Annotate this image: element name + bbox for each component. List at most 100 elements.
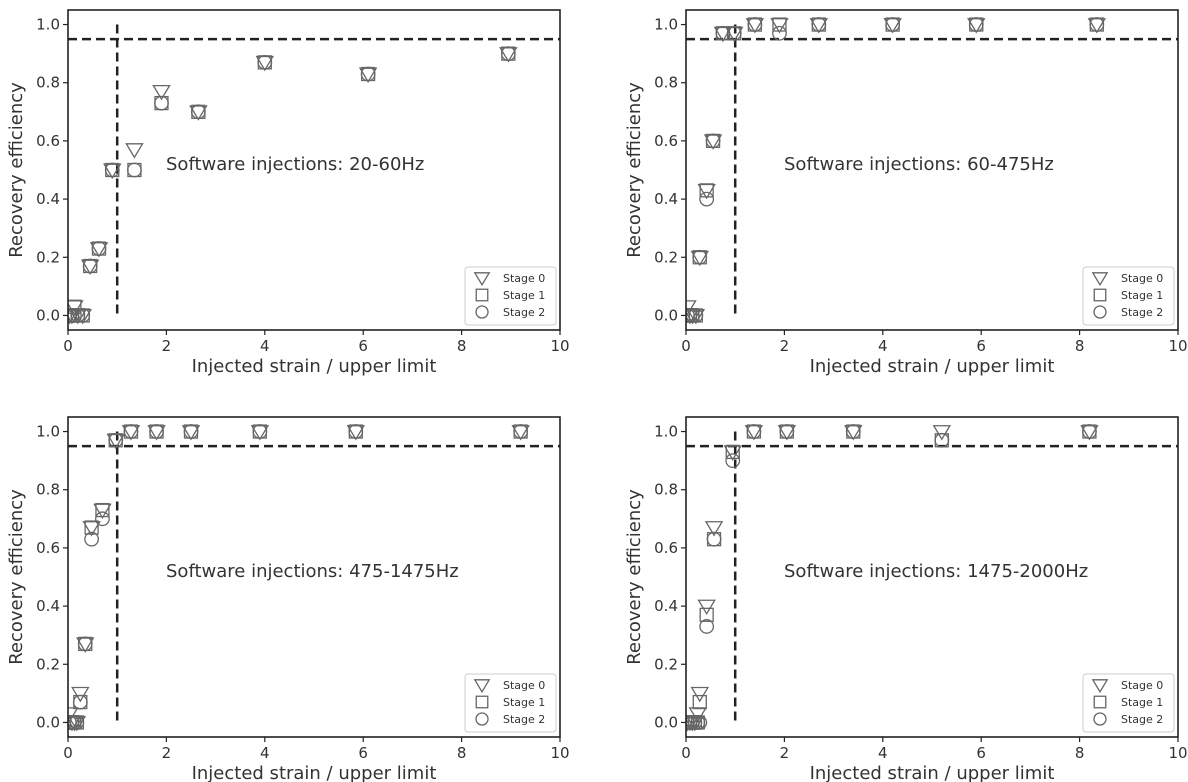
y-tick-label: 0.6	[654, 132, 678, 150]
data-point-circle	[68, 308, 82, 323]
legend-marker-triangle-down	[473, 272, 491, 287]
chart-panel-4: 0 2 4 6 8 10 0.0 0.2 0.4 0.6 0.8 1.0 Injected strain…	[624, 416, 1188, 782]
y-axis-label: Recovery efficiency	[6, 82, 27, 258]
y-tick-label: 0.2	[36, 655, 60, 673]
data-point-square	[699, 607, 714, 622]
legend-entry-label: Stage 1	[1121, 696, 1163, 709]
legend-marker-square	[475, 288, 489, 302]
y-tick-label: 0.0	[36, 713, 60, 731]
legend-entry-label: Stage 1	[1121, 289, 1163, 302]
data-point-circle	[77, 636, 93, 652]
y-tick-label: 0.2	[36, 248, 60, 266]
data-point-circle	[746, 424, 762, 439]
legend-marker-triangle-down	[1091, 679, 1109, 694]
data-point-circle	[1082, 424, 1097, 439]
data-markers	[68, 424, 530, 732]
data-markers	[686, 424, 1099, 732]
x-tick-label: 2	[780, 744, 790, 762]
chart-panel-3: 0 2 4 6 8 10 0.0 0.2 0.4 0.6 0.8 1.0 Injected strain…	[6, 416, 570, 782]
data-point-circle	[747, 17, 763, 32]
y-tick-label: 0.4	[654, 190, 678, 208]
legend-entry-label: Stage 2	[1121, 306, 1163, 319]
data-point-circle	[705, 133, 721, 149]
x-tick-label: 4	[260, 337, 270, 355]
y-tick-label: 0.0	[36, 306, 60, 324]
y-tick-label: 0.6	[36, 132, 60, 150]
x-tick-label: 10	[1168, 337, 1187, 355]
legend-marker-triangle-down	[1091, 272, 1109, 287]
chart-annotation: Software injections: 20-60Hz	[166, 154, 424, 175]
data-point-triangle-down	[68, 707, 79, 723]
x-tick-label: 6	[358, 337, 368, 355]
data-point-circle	[779, 424, 795, 439]
legend: Stage 0 Stage 1 Stage 2	[1082, 266, 1175, 326]
data-point-circle	[69, 715, 85, 730]
data-point-circle	[360, 66, 376, 82]
data-markers	[686, 17, 1107, 325]
data-point-square	[725, 444, 740, 460]
data-point-square	[692, 694, 707, 710]
x-axis-label: Injected strain / upper limit	[810, 763, 1055, 782]
chart-annotation: Software injections: 475-1475Hz	[166, 561, 459, 582]
chart-annotation: Software injections: 1475-2000Hz	[784, 561, 1088, 582]
data-point-circle	[84, 531, 100, 547]
legend-entry-label: Stage 0	[1121, 679, 1163, 692]
y-tick-label: 0.4	[36, 597, 60, 615]
data-point-circle	[811, 17, 827, 32]
y-axis-label: Recovery efficiency	[6, 489, 27, 665]
legend-entry-label: Stage 0	[503, 272, 545, 285]
data-point-circle	[348, 424, 364, 439]
x-tick-label: 8	[457, 744, 467, 762]
y-tick-label: 0.8	[36, 481, 60, 499]
y-tick-label: 0.2	[654, 655, 678, 673]
y-tick-label: 0.8	[36, 74, 60, 92]
legend-entry-label: Stage 0	[1121, 272, 1163, 285]
y-axis-label: Recovery efficiency	[624, 82, 645, 258]
legend-marker-circle	[475, 305, 489, 319]
x-tick-label: 10	[550, 744, 569, 762]
x-tick-label: 0	[63, 337, 73, 355]
data-point-triangle-down	[688, 707, 708, 723]
x-tick-label: 8	[1075, 337, 1085, 355]
y-tick-label: 0.4	[654, 597, 678, 615]
x-tick-label: 2	[780, 337, 790, 355]
x-axis-label: Injected strain / upper limit	[192, 763, 437, 782]
data-point-circle	[513, 424, 529, 439]
data-point-circle	[692, 715, 708, 730]
legend-marker-circle	[1093, 305, 1107, 319]
data-point-circle	[885, 17, 901, 32]
data-point-circle	[257, 54, 273, 70]
legend-marker-square	[475, 695, 489, 709]
x-tick-label: 6	[976, 744, 986, 762]
x-tick-label: 2	[162, 337, 172, 355]
data-point-circle	[845, 424, 861, 439]
x-tick-label: 2	[162, 744, 172, 762]
x-tick-label: 4	[878, 337, 888, 355]
legend: Stage 0 Stage 1 Stage 2	[464, 673, 557, 733]
data-point-circle	[699, 619, 715, 634]
data-point-triangle-down	[690, 686, 710, 703]
data-point-triangle-down	[125, 143, 144, 159]
data-point-triangle-down	[71, 686, 90, 703]
data-point-triangle-down	[152, 84, 171, 101]
data-point-circle	[104, 162, 120, 178]
data-point-circle	[726, 25, 742, 41]
plot-frame	[685, 416, 1179, 738]
y-tick-label: 0.0	[654, 713, 678, 731]
data-point-circle	[934, 432, 950, 448]
data-point-circle	[127, 162, 142, 178]
data-point-circle	[123, 424, 139, 439]
legend: Stage 0 Stage 1 Stage 2	[464, 266, 557, 326]
data-point-circle	[70, 308, 86, 323]
plot-frame	[67, 9, 561, 331]
y-tick-label: 0.0	[654, 306, 678, 324]
data-point-circle	[500, 46, 516, 62]
data-point-circle	[1089, 17, 1105, 32]
data-point-circle	[108, 432, 124, 448]
data-point-circle	[82, 258, 98, 274]
data-point-circle	[75, 308, 91, 323]
y-tick-label: 0.4	[36, 190, 60, 208]
legend-entry-label: Stage 2	[1121, 713, 1163, 726]
x-tick-label: 10	[1168, 744, 1187, 762]
